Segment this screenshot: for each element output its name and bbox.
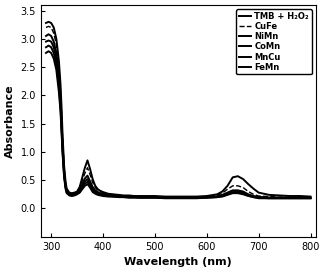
FeMn <box>46 50 50 53</box>
CuFe <box>72 191 76 195</box>
MnCu <box>308 197 312 200</box>
NiMn <box>298 196 302 199</box>
CoMn <box>44 40 48 43</box>
NiMn <box>72 192 76 195</box>
TMB + H₂O₂ <box>267 193 271 196</box>
MnCu <box>59 126 63 130</box>
Line: CoMn: CoMn <box>46 41 310 198</box>
FeMn <box>91 190 95 194</box>
FeMn <box>298 197 302 200</box>
CoMn <box>46 39 50 42</box>
CuFe <box>44 26 48 29</box>
CuFe <box>308 196 312 199</box>
MnCu <box>91 189 95 192</box>
CoMn <box>267 196 271 199</box>
NiMn <box>267 196 271 199</box>
Line: MnCu: MnCu <box>46 46 310 198</box>
CuFe <box>59 111 63 114</box>
CoMn <box>72 193 76 196</box>
Y-axis label: Absorbance: Absorbance <box>5 84 15 157</box>
CuFe <box>298 196 302 199</box>
CuFe <box>65 188 69 191</box>
Legend: TMB + H₂O₂, CuFe, NiMn, CoMn, MnCu, FeMn: TMB + H₂O₂, CuFe, NiMn, CoMn, MnCu, FeMn <box>236 9 312 74</box>
FeMn <box>44 51 48 55</box>
NiMn <box>257 196 261 199</box>
CoMn <box>59 122 63 125</box>
Line: CuFe: CuFe <box>46 26 310 197</box>
TMB + H₂O₂ <box>65 187 69 190</box>
TMB + H₂O₂ <box>44 21 48 24</box>
MnCu <box>298 197 302 200</box>
TMB + H₂O₂ <box>308 195 312 198</box>
Line: TMB + H₂O₂: TMB + H₂O₂ <box>46 22 310 197</box>
CuFe <box>46 25 50 28</box>
NiMn <box>308 196 312 199</box>
NiMn <box>59 119 63 122</box>
FeMn <box>65 191 69 195</box>
MnCu <box>65 191 69 194</box>
FeMn <box>163 197 167 200</box>
TMB + H₂O₂ <box>72 191 76 194</box>
CuFe <box>267 195 271 198</box>
FeMn <box>59 131 63 134</box>
MnCu <box>257 196 261 199</box>
X-axis label: Wavelength (nm): Wavelength (nm) <box>124 257 232 267</box>
CoMn <box>163 196 167 199</box>
NiMn <box>46 33 50 36</box>
NiMn <box>91 185 95 188</box>
MnCu <box>267 197 271 200</box>
NiMn <box>65 189 69 193</box>
TMB + H₂O₂ <box>91 177 95 181</box>
FeMn <box>72 194 76 197</box>
MnCu <box>72 193 76 196</box>
CuFe <box>91 181 95 184</box>
FeMn <box>308 197 312 200</box>
CoMn <box>65 190 69 193</box>
MnCu <box>46 44 50 47</box>
MnCu <box>44 46 48 49</box>
CoMn <box>298 196 302 199</box>
CuFe <box>163 196 167 199</box>
NiMn <box>44 34 48 38</box>
Line: FeMn: FeMn <box>46 51 310 198</box>
TMB + H₂O₂ <box>46 20 50 23</box>
TMB + H₂O₂ <box>163 195 167 198</box>
TMB + H₂O₂ <box>298 194 302 198</box>
TMB + H₂O₂ <box>59 105 63 108</box>
FeMn <box>267 197 271 200</box>
CoMn <box>308 196 312 199</box>
CoMn <box>91 187 95 190</box>
Line: NiMn: NiMn <box>46 34 310 198</box>
